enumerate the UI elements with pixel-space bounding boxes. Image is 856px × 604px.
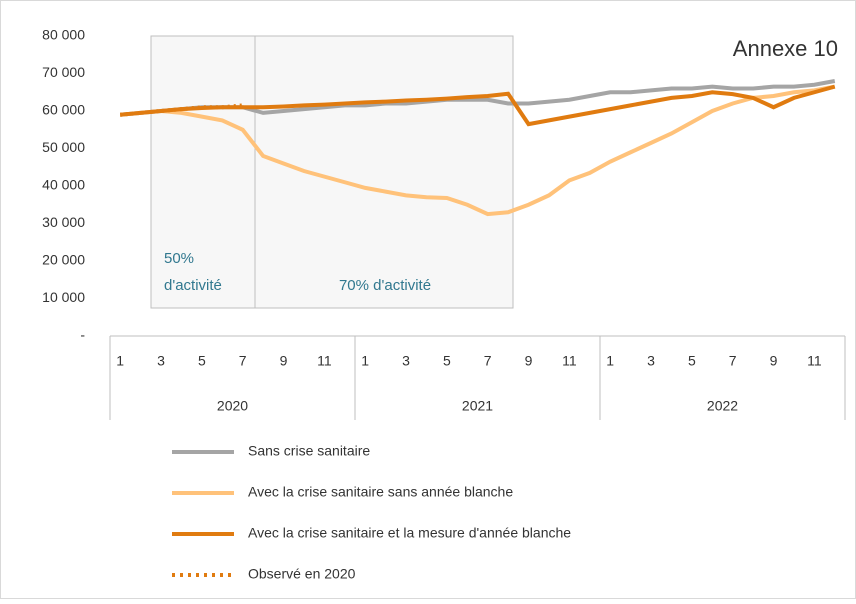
legend-label: Observé en 2020 (248, 566, 356, 582)
x-tick-label: 1 (116, 353, 124, 369)
x-tick-label: 3 (157, 353, 165, 369)
x-tick-label: 5 (198, 353, 206, 369)
x-tick-label: 5 (443, 353, 451, 369)
x-tick-label: 11 (562, 353, 577, 369)
x-tick-label: 7 (729, 353, 737, 369)
group-label: 2022 (707, 398, 738, 414)
y-tick-label: 60 000 (42, 102, 85, 118)
y-tick-label: 20 000 (42, 252, 85, 268)
period-box (254, 35, 514, 309)
x-tick-label: 9 (770, 353, 778, 369)
group-label: 2020 (217, 398, 248, 414)
y-tick-label: 80 000 (42, 27, 85, 43)
y-tick-label: 10 000 (42, 289, 85, 305)
legend-label: Sans crise sanitaire (248, 443, 370, 459)
x-tick-label: 3 (402, 353, 410, 369)
x-tick-label: 11 (317, 353, 332, 369)
x-tick-label: 7 (484, 353, 492, 369)
period-box (150, 35, 256, 309)
x-tick-label: 3 (647, 353, 655, 369)
x-tick-label: 9 (525, 353, 533, 369)
y-tick-label: - (80, 327, 85, 343)
group-label: 2021 (462, 398, 493, 414)
x-tick-label: 5 (688, 353, 696, 369)
y-tick-label: 40 000 (42, 177, 85, 193)
x-tick-label: 1 (361, 353, 369, 369)
annotation: 50% (164, 250, 194, 267)
series-line (120, 84, 836, 217)
x-tick-label: 11 (807, 353, 822, 369)
annotation: 70% d'activité (339, 277, 431, 294)
x-tick-label: 9 (280, 353, 288, 369)
y-tick-label: 30 000 (42, 214, 85, 230)
y-tick-label: 70 000 (42, 64, 85, 80)
annotation: Annexe 10 (733, 36, 838, 61)
x-tick-label: 1 (606, 353, 614, 369)
legend-label: Avec la crise sanitaire sans année blanc… (248, 484, 513, 500)
y-tick-label: 50 000 (42, 139, 85, 155)
series-line (120, 84, 836, 127)
x-tick-label: 7 (239, 353, 247, 369)
series-line (120, 103, 243, 117)
annotation: d'activité (164, 277, 222, 294)
legend-label: Avec la crise sanitaire et la mesure d'a… (248, 525, 571, 541)
